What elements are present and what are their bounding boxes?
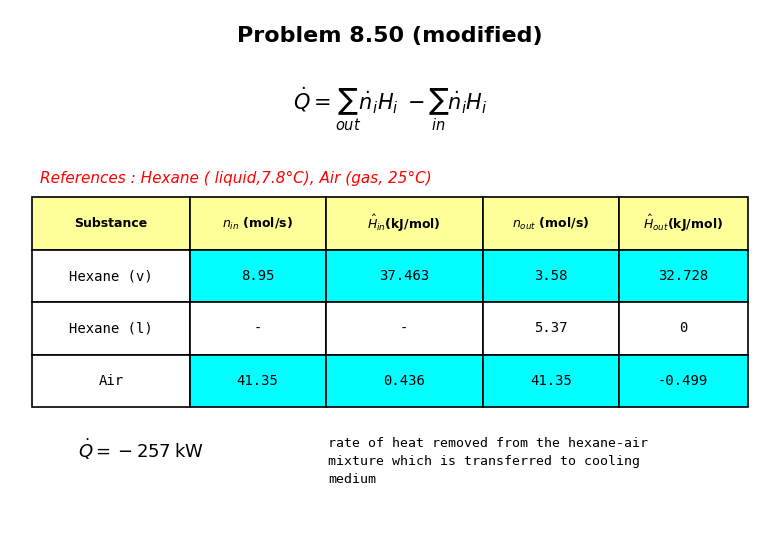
Text: -: - — [254, 321, 262, 335]
Text: rate of heat removed from the hexane-air
mixture which is transferred to cooling: rate of heat removed from the hexane-air… — [328, 436, 648, 485]
Text: 41.35: 41.35 — [237, 374, 278, 388]
Text: Air: Air — [98, 374, 124, 388]
FancyBboxPatch shape — [190, 355, 325, 407]
Text: 3.58: 3.58 — [534, 269, 568, 283]
Text: $\dot{Q} = -257 \; \mathrm{kW}$: $\dot{Q} = -257 \; \mathrm{kW}$ — [78, 436, 204, 462]
Text: Substance: Substance — [75, 217, 147, 230]
Text: -0.499: -0.499 — [658, 374, 708, 388]
Text: References : Hexane ( liquid,7.8°C), Air (gas, 25°C): References : Hexane ( liquid,7.8°C), Air… — [41, 171, 432, 186]
FancyBboxPatch shape — [619, 198, 747, 250]
Text: Problem 8.50 (modified): Problem 8.50 (modified) — [237, 25, 543, 45]
Text: 0.436: 0.436 — [383, 374, 425, 388]
Text: $\hat{H}_{out}$(kJ/mol): $\hat{H}_{out}$(kJ/mol) — [644, 213, 723, 234]
Text: $\mathit{n}_{in}$ (mol/s): $\mathit{n}_{in}$ (mol/s) — [222, 215, 293, 232]
Text: 8.95: 8.95 — [241, 269, 275, 283]
Text: Hexane (v): Hexane (v) — [69, 269, 153, 283]
Text: 0: 0 — [679, 321, 687, 335]
FancyBboxPatch shape — [325, 198, 483, 250]
FancyBboxPatch shape — [325, 355, 483, 407]
Text: 37.463: 37.463 — [379, 269, 430, 283]
Text: 5.37: 5.37 — [534, 321, 568, 335]
Text: -: - — [400, 321, 409, 335]
FancyBboxPatch shape — [190, 198, 325, 250]
FancyBboxPatch shape — [33, 250, 190, 302]
Text: $\dot{Q} = \sum_{out} \dot{n}_i H_i \; - \sum_{in} \dot{n}_i H_i$: $\dot{Q} = \sum_{out} \dot{n}_i H_i \; -… — [292, 85, 488, 132]
Text: Hexane (l): Hexane (l) — [69, 321, 153, 335]
FancyBboxPatch shape — [33, 198, 190, 250]
Text: $\hat{H}_{in}$(kJ/mol): $\hat{H}_{in}$(kJ/mol) — [367, 213, 441, 234]
Text: $\mathit{n}_{out}$ (mol/s): $\mathit{n}_{out}$ (mol/s) — [512, 215, 590, 232]
FancyBboxPatch shape — [483, 198, 619, 250]
FancyBboxPatch shape — [190, 302, 325, 355]
Text: 41.35: 41.35 — [530, 374, 572, 388]
Text: 32.728: 32.728 — [658, 269, 708, 283]
FancyBboxPatch shape — [483, 302, 619, 355]
FancyBboxPatch shape — [483, 355, 619, 407]
FancyBboxPatch shape — [619, 355, 747, 407]
FancyBboxPatch shape — [33, 302, 190, 355]
FancyBboxPatch shape — [619, 250, 747, 302]
FancyBboxPatch shape — [325, 250, 483, 302]
FancyBboxPatch shape — [325, 302, 483, 355]
FancyBboxPatch shape — [619, 302, 747, 355]
FancyBboxPatch shape — [483, 250, 619, 302]
FancyBboxPatch shape — [33, 355, 190, 407]
FancyBboxPatch shape — [190, 250, 325, 302]
